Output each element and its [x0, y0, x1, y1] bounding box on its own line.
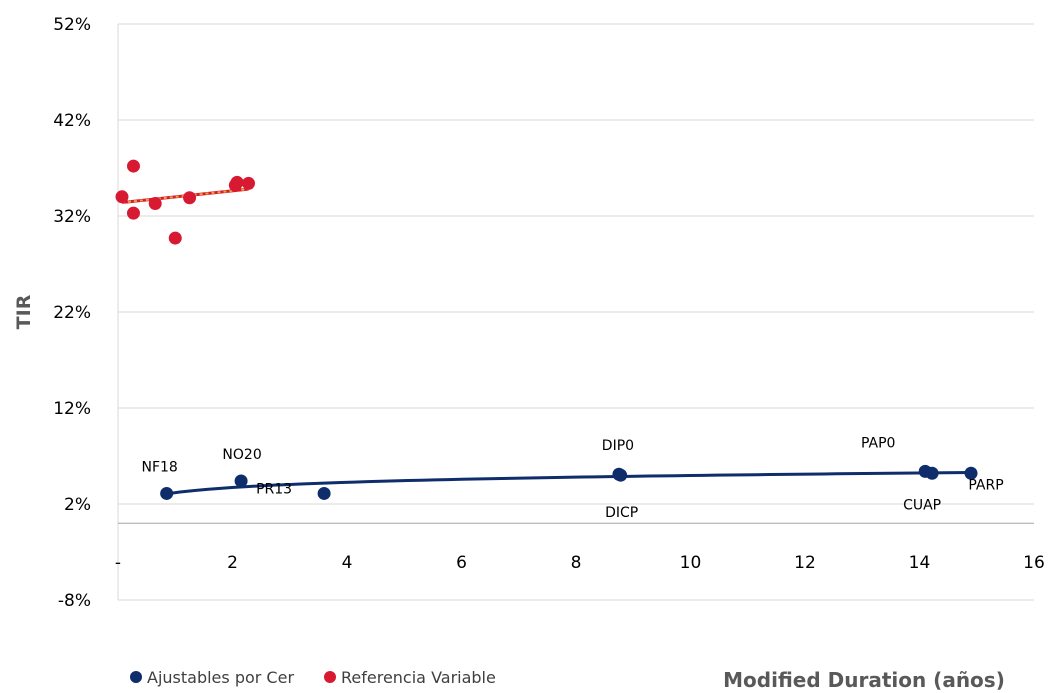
y-tick-label-6: -8% [58, 591, 91, 611]
point-0-0 [160, 486, 174, 500]
x-tick-label-8: 16 [1023, 553, 1045, 573]
axes [117, 24, 1034, 600]
point-1-0 [115, 190, 129, 204]
data-points [115, 159, 978, 500]
trendline-0 [166, 471, 972, 496]
point-0-4 [614, 468, 628, 482]
point-label-0-4: DICP [605, 505, 638, 521]
y-tick-label-5: 2% [64, 495, 91, 515]
point-label-0-1: NO20 [222, 447, 261, 463]
legend: Ajustables por Cer Referencia Variable [130, 668, 496, 687]
x-tick-labels: - 2 4 6 8 10 12 14 16 [115, 553, 1045, 573]
point-0-1 [234, 474, 248, 488]
x-tick-label-1: 2 [227, 553, 238, 573]
x-tick-label-5: 10 [680, 553, 702, 573]
x-tick-label-4: 8 [571, 553, 582, 573]
point-label-0-7: PARP [968, 477, 1003, 493]
point-1-3 [148, 197, 162, 211]
x-tick-label-7: 14 [909, 553, 931, 573]
point-1-8 [242, 176, 256, 190]
gridlines [118, 23, 1034, 601]
legend-marker-0 [130, 671, 142, 683]
point-0-6 [925, 466, 939, 480]
y-tick-label-2: 32% [53, 207, 91, 227]
point-1-7 [230, 175, 244, 189]
point-1-1 [126, 159, 140, 173]
legend-marker-1 [324, 671, 336, 683]
x-tick-label-3: 6 [456, 553, 467, 573]
point-labels: NF18 NO20 PR13 DIP0 DICP PAP0 CUAP PARP [141, 435, 1003, 521]
point-label-0-0: NF18 [141, 459, 177, 475]
point-0-2 [317, 486, 331, 500]
y-tick-label-3: 22% [53, 303, 91, 323]
point-label-0-5: PAP0 [861, 435, 895, 451]
x-axis-title: Modified Duration (años) [723, 668, 1005, 692]
point-label-0-6: CUAP [903, 497, 941, 513]
point-1-4 [168, 231, 182, 245]
point-1-5 [183, 191, 197, 205]
point-1-2 [126, 206, 140, 220]
point-label-0-3: DIP0 [602, 438, 634, 454]
x-tick-label-6: 12 [794, 553, 816, 573]
point-0-7 [964, 466, 978, 480]
x-tick-label-0: - [115, 553, 121, 573]
y-tick-labels: 52% 42% 32% 22% 12% 2% -8% [53, 15, 91, 611]
y-tick-label-0: 52% [53, 15, 91, 35]
y-tick-label-4: 12% [53, 399, 91, 419]
y-tick-label-1: 42% [53, 111, 91, 131]
legend-label-0: Ajustables por Cer [147, 668, 294, 687]
x-tick-label-2: 4 [342, 553, 353, 573]
legend-label-1: Referencia Variable [341, 668, 496, 687]
point-label-0-2: PR13 [256, 481, 292, 497]
y-axis-title: TIR [13, 294, 35, 329]
